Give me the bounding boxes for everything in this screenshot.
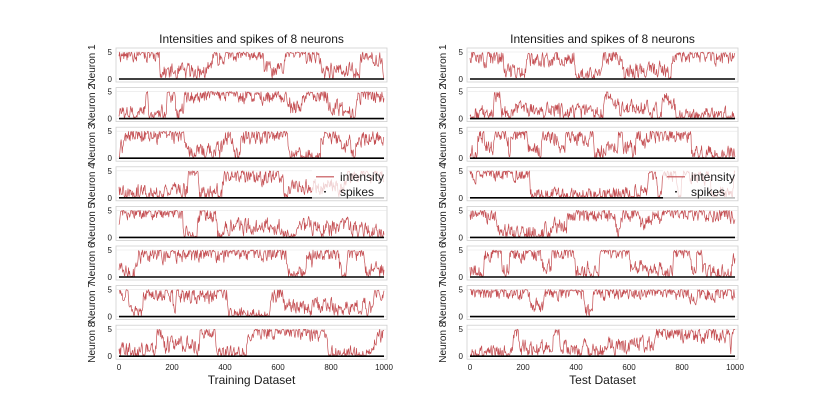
y-tick-label: 5 bbox=[108, 167, 113, 176]
neuron-label: Neuron 2 bbox=[87, 84, 98, 126]
neuron-label: Neuron 6 bbox=[87, 242, 98, 284]
x-tick-label: 400 bbox=[569, 363, 583, 372]
neuron-label: Neuron 3 bbox=[438, 123, 449, 165]
neuron-label: Neuron 6 bbox=[438, 242, 449, 284]
y-tick-label: 0 bbox=[459, 194, 464, 203]
y-tick-label: 0 bbox=[108, 154, 113, 163]
y-tick-label: 5 bbox=[108, 286, 113, 295]
y-tick-label: 5 bbox=[459, 325, 464, 334]
intensity-line bbox=[469, 51, 736, 80]
x-tick-label: 1000 bbox=[726, 363, 744, 372]
y-tick-label: 5 bbox=[459, 286, 464, 295]
intensity-line bbox=[469, 130, 736, 159]
y-tick-label: 5 bbox=[459, 246, 464, 255]
intensity-line bbox=[470, 328, 736, 357]
x-tick-label: 600 bbox=[271, 363, 285, 372]
x-tick-label: 800 bbox=[324, 363, 338, 372]
y-tick-label: 0 bbox=[108, 273, 113, 282]
neuron-label: Neuron 5 bbox=[87, 202, 98, 244]
y-tick-label: 0 bbox=[459, 313, 464, 322]
legend-spikes-swatch bbox=[675, 190, 677, 193]
y-tick-label: 0 bbox=[108, 313, 113, 322]
legend-spikes-swatch bbox=[324, 190, 326, 193]
neuron-label: Neuron 5 bbox=[438, 202, 449, 244]
intensity-line bbox=[118, 328, 385, 357]
legend-box bbox=[663, 167, 737, 199]
subplot-frame bbox=[115, 205, 388, 241]
x-tick-label: 600 bbox=[622, 363, 636, 372]
neuron-label: Neuron 7 bbox=[87, 282, 98, 324]
x-axis-title: Training Dataset bbox=[208, 373, 296, 387]
chart-title: Intensities and spikes of 8 neurons bbox=[159, 32, 344, 46]
y-tick-label: 5 bbox=[459, 206, 464, 215]
y-tick-label: 0 bbox=[459, 352, 464, 361]
neuron-label: Neuron 7 bbox=[438, 282, 449, 324]
intensity-line bbox=[118, 51, 385, 80]
legend-spikes-label: spikes bbox=[691, 185, 725, 199]
y-tick-label: 0 bbox=[459, 233, 464, 242]
neuron-label: Neuron 1 bbox=[438, 44, 449, 86]
y-tick-label: 5 bbox=[108, 246, 113, 255]
legend-spikes-label: spikes bbox=[340, 185, 374, 199]
neuron-label: Neuron 2 bbox=[438, 84, 449, 126]
legend-intensity-label: intensity bbox=[691, 170, 735, 184]
y-tick-label: 0 bbox=[459, 115, 464, 124]
y-tick-label: 5 bbox=[108, 127, 113, 136]
y-tick-label: 5 bbox=[459, 167, 464, 176]
y-tick-label: 0 bbox=[108, 352, 113, 361]
neuron-label: Neuron 1 bbox=[87, 44, 98, 86]
intensity-line bbox=[118, 289, 385, 317]
chart-title: Intensities and spikes of 8 neurons bbox=[510, 32, 695, 46]
x-tick-label: 200 bbox=[516, 363, 530, 372]
subplot-frame bbox=[115, 87, 388, 122]
neuron-label: Neuron 4 bbox=[438, 163, 449, 205]
chart-panel-1: Intensities and spikes of 8 neurons 0 5 Neu… bbox=[87, 32, 393, 387]
y-tick-label: 0 bbox=[108, 115, 113, 124]
y-tick-label: 0 bbox=[459, 154, 464, 163]
neuron-label: Neuron 8 bbox=[87, 321, 98, 363]
subplot-frame bbox=[115, 126, 388, 162]
y-tick-label: 0 bbox=[459, 273, 464, 282]
legend-intensity-label: intensity bbox=[340, 170, 384, 184]
y-tick-label: 5 bbox=[108, 48, 113, 57]
subplot-frame bbox=[466, 245, 739, 281]
x-tick-label: 0 bbox=[117, 363, 122, 372]
y-tick-label: 0 bbox=[108, 75, 113, 84]
neuron-label: Neuron 3 bbox=[87, 123, 98, 165]
intensity-line bbox=[118, 130, 385, 159]
chart-panel-2: Intensities and spikes of 8 neurons 0 5 Neu… bbox=[438, 32, 744, 387]
y-tick-label: 5 bbox=[108, 325, 113, 334]
y-tick-label: 0 bbox=[459, 75, 464, 84]
intensity-line bbox=[469, 289, 736, 317]
y-tick-label: 5 bbox=[108, 88, 113, 97]
x-tick-label: 1000 bbox=[375, 363, 393, 372]
x-tick-label: 200 bbox=[165, 363, 179, 372]
y-tick-label: 5 bbox=[459, 88, 464, 97]
neuron-label: Neuron 8 bbox=[438, 321, 449, 363]
intensity-line bbox=[469, 210, 736, 238]
y-tick-label: 0 bbox=[108, 233, 113, 242]
neuron-label: Neuron 4 bbox=[87, 163, 98, 205]
legend-box bbox=[312, 167, 386, 199]
intensity-line bbox=[118, 249, 385, 278]
y-tick-label: 5 bbox=[459, 48, 464, 57]
y-tick-label: 5 bbox=[459, 127, 464, 136]
intensity-line bbox=[118, 210, 385, 238]
x-tick-label: 400 bbox=[218, 363, 232, 372]
x-tick-label: 0 bbox=[468, 363, 473, 372]
x-tick-label: 800 bbox=[675, 363, 689, 372]
intensity-line bbox=[469, 249, 736, 278]
y-tick-label: 0 bbox=[108, 194, 113, 203]
x-axis-title: Test Dataset bbox=[569, 373, 636, 387]
y-tick-label: 5 bbox=[108, 206, 113, 215]
